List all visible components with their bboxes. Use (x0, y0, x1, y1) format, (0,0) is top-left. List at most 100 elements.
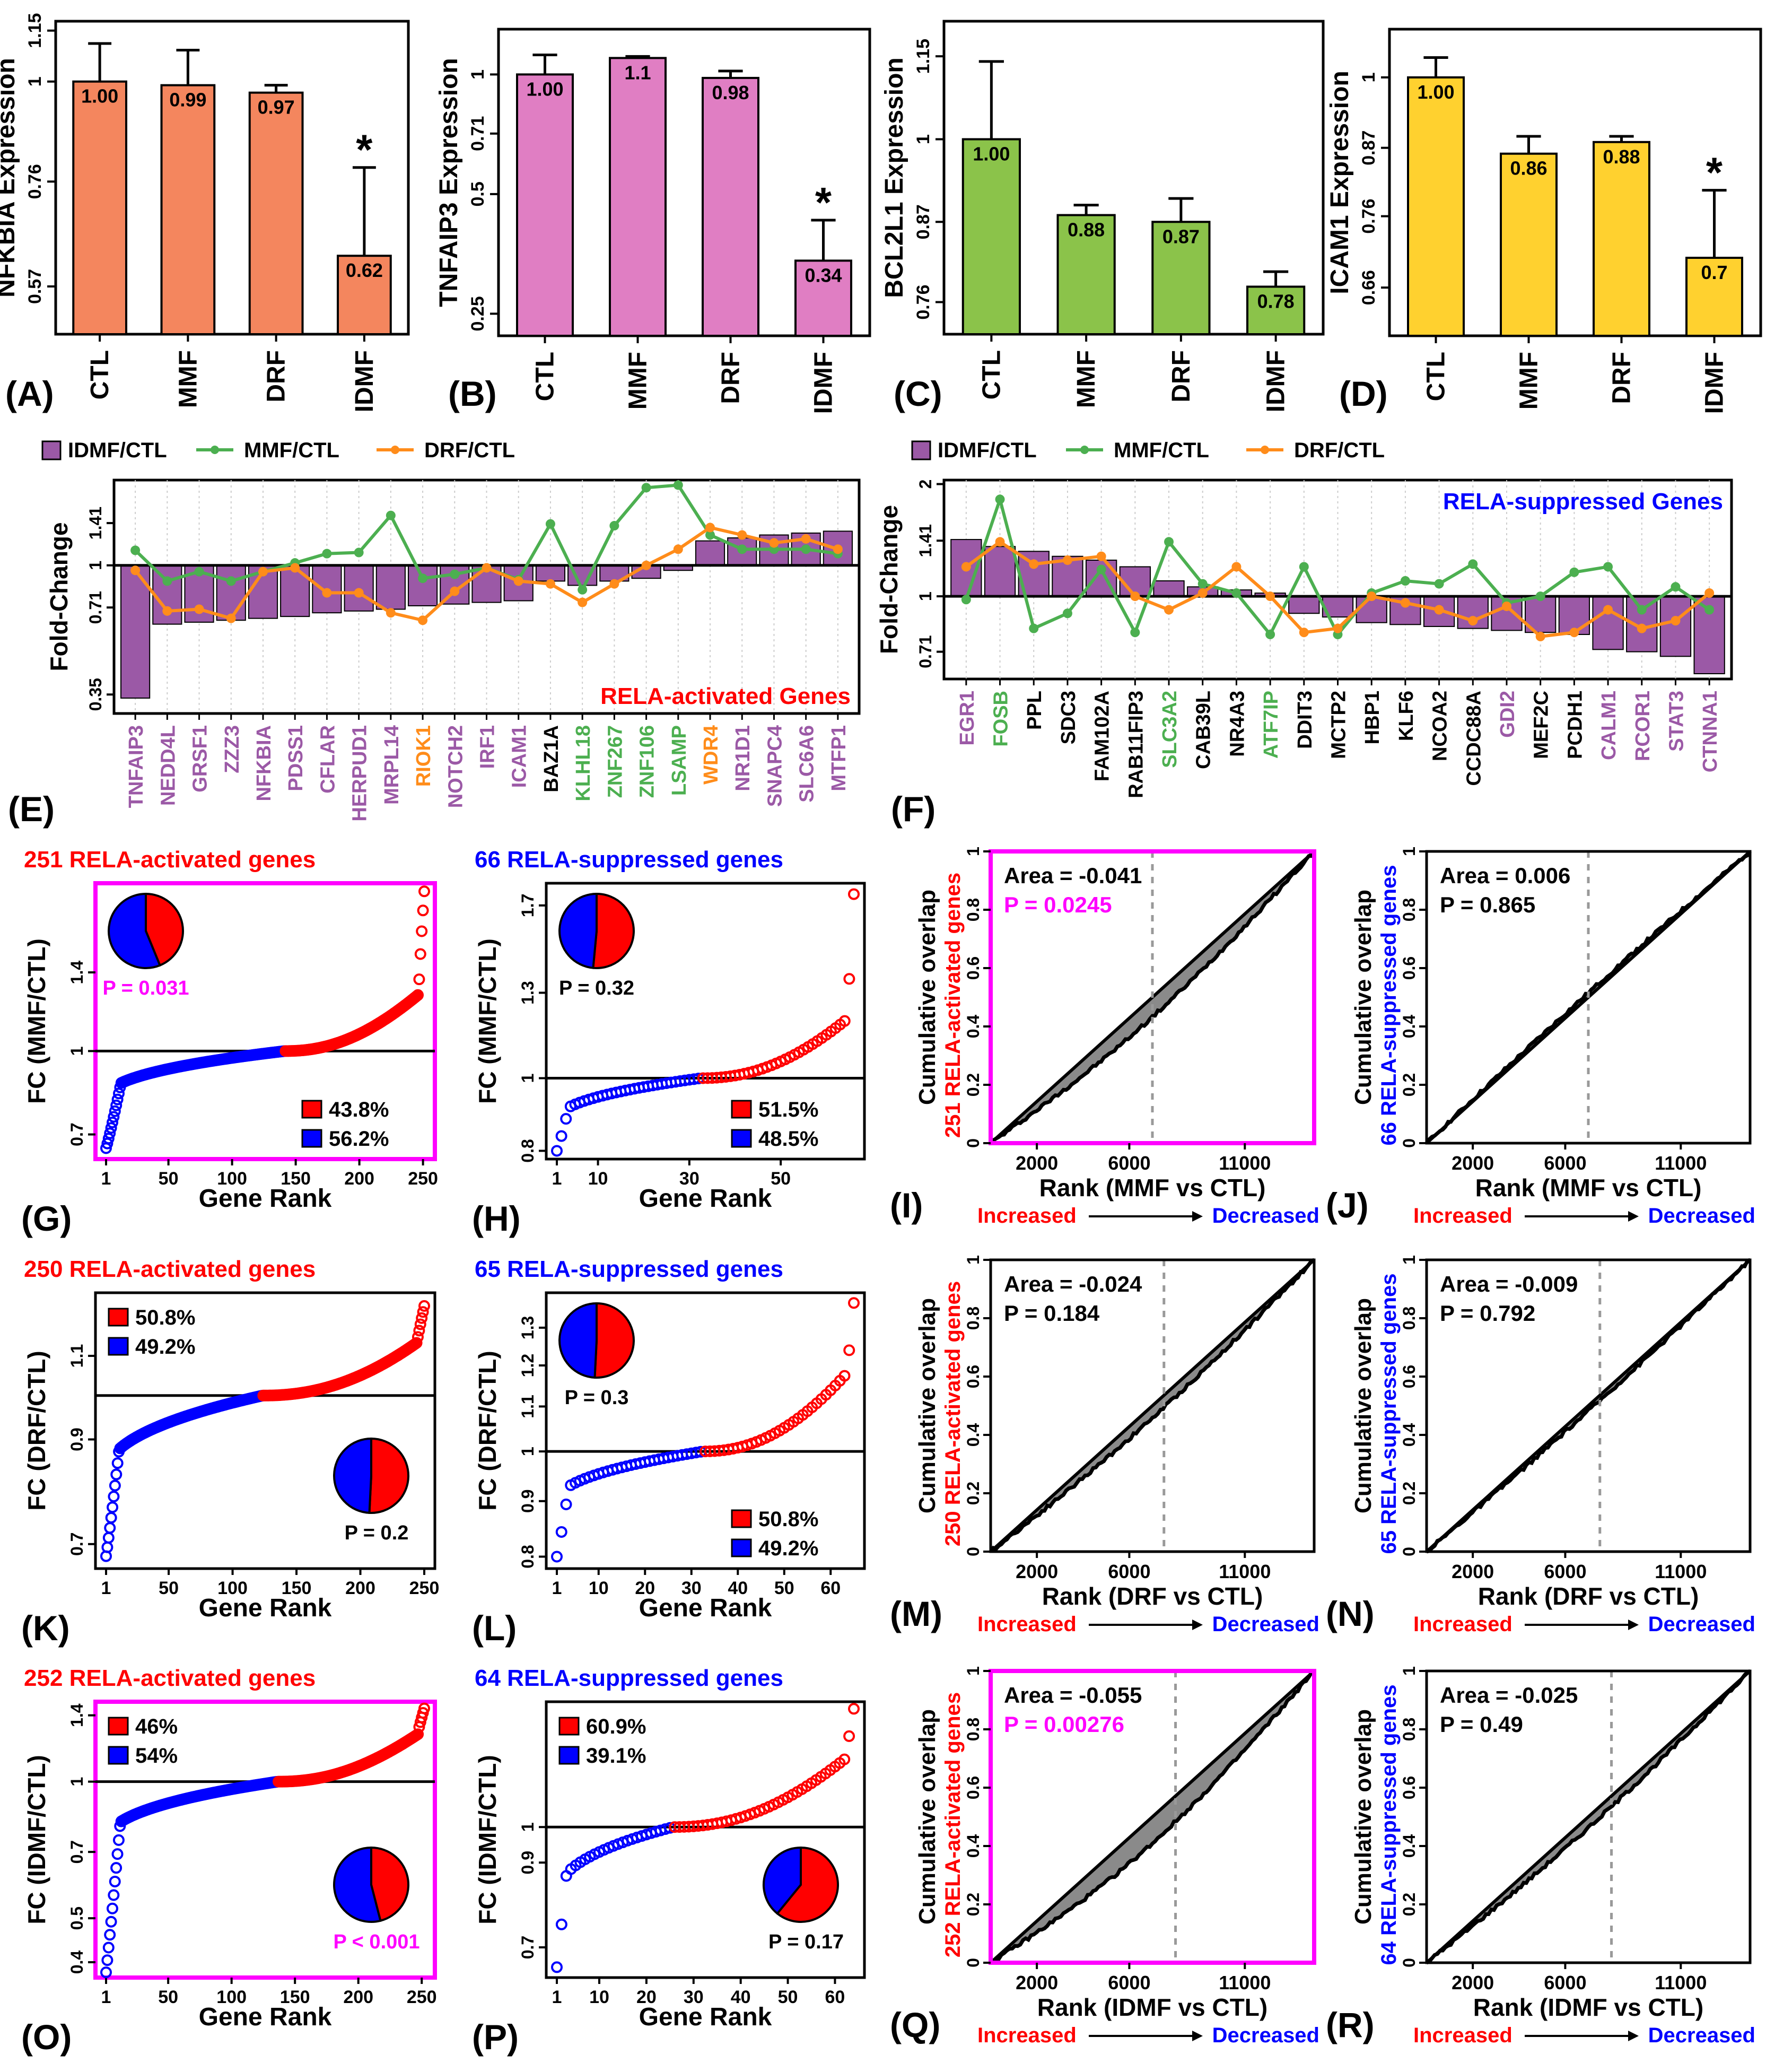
gene-label: MTFP1 (828, 725, 850, 791)
panel-letter: (D) (1339, 374, 1388, 413)
mmf-point (1231, 588, 1242, 598)
legend-label: MMF/CTL (244, 439, 339, 462)
drf-point (194, 604, 204, 614)
y-axis-label: FC (MMF/CTL) (23, 938, 50, 1104)
rank-point (414, 1318, 426, 1330)
decreased-label: Decreased (1648, 1204, 1755, 1227)
y-tick-label: 1 (468, 69, 488, 80)
rank-point (112, 1834, 125, 1846)
y-tick-label: 0.71 (916, 635, 935, 668)
y-axis-label: FC (DRF/CTL) (23, 1351, 50, 1510)
x-tick-label: 2000 (1016, 1561, 1058, 1582)
gene-label: WDR4 (700, 725, 722, 785)
mmf-point (1468, 559, 1478, 569)
y-tick-label: 1 (518, 1074, 537, 1083)
x-tick-label: 50 (774, 1578, 794, 1598)
y-tick-label: 0 (1400, 1138, 1419, 1148)
drf-point (354, 588, 364, 598)
rank-point (551, 1961, 563, 1973)
decreased-label: Decreased (1212, 1204, 1319, 1227)
rank-point (417, 904, 429, 917)
x-axis-label: Rank (DRF vs CTL) (1478, 1582, 1699, 1610)
x-tick-label: 6000 (1544, 1972, 1586, 1993)
category-label: MMF (1515, 352, 1543, 410)
drf-point (386, 608, 396, 618)
rank-point (101, 1954, 113, 1966)
bar-value-label: 0.99 (169, 89, 206, 111)
y-tick-label: 0 (964, 1138, 983, 1148)
y-tick-label: 1 (25, 76, 45, 86)
y-axis-label: Cumulative overlap (1350, 1298, 1376, 1513)
x-tick-label: 250 (409, 1578, 440, 1598)
x-axis-label: Gene Rank (199, 1185, 332, 1213)
gene-label: NCOA2 (1429, 691, 1452, 761)
mmf-point (1265, 630, 1275, 640)
p-value: P = 0.031 (102, 977, 189, 999)
drf-point (705, 523, 715, 533)
legend-swatch-idmf (911, 440, 931, 460)
gene-label: SLC3A2 (1159, 691, 1181, 768)
mmf-point (1096, 564, 1106, 574)
y-axis-sublabel: 65 RELA-suppressed genes (1377, 1273, 1401, 1554)
drf-point (450, 586, 460, 596)
category-label: IDMF (1262, 350, 1290, 412)
rank-point (838, 1753, 851, 1765)
y-tick-label: 0 (1400, 1958, 1419, 1967)
y-tick-label: 0.76 (913, 284, 933, 319)
y-tick-label: 1 (1400, 1255, 1419, 1265)
y-tick-label: 0.6 (1400, 1365, 1419, 1388)
decreased-label: Decreased (1648, 2024, 1755, 2047)
area-value: Area = -0.055 (1004, 1683, 1142, 1708)
y-tick-label: 0.87 (913, 204, 933, 239)
y-tick-label: 0.35 (86, 678, 105, 711)
drf-point (1468, 616, 1478, 626)
gene-label: PCDH1 (1564, 691, 1586, 759)
fold-panel-f: IDMF/CTL MMF/CTL DRF/CTL 0.71 1 1.41 2 Fold-Cha… (875, 439, 1733, 829)
rank-point (108, 1491, 120, 1503)
y-tick-label: 0.6 (964, 1776, 983, 1799)
rank-point (555, 1918, 567, 1930)
gene-label: PPL (1024, 691, 1046, 730)
legend-label: DRF/CTL (424, 439, 515, 462)
y-axis-label: Cumulative overlap (914, 890, 940, 1105)
x-axis-label: Gene Rank (639, 2003, 772, 2031)
mmf-point (450, 569, 460, 579)
y-tick-label: 1 (1359, 72, 1379, 82)
area-value: Area = -0.041 (1004, 863, 1142, 888)
bar-value-label: 1.00 (81, 85, 118, 107)
mmf-point (705, 530, 715, 540)
x-tick-label: 11000 (1219, 1561, 1271, 1582)
legend-label: MMF/CTL (1114, 439, 1209, 462)
gene-label: TNFAIP3 (125, 725, 147, 808)
gene-label: SNAPC4 (764, 725, 786, 807)
y-tick-label: 1 (86, 561, 105, 570)
drf-point (578, 597, 588, 607)
x-tick-label: 10 (588, 1169, 608, 1189)
fold-bar (1659, 596, 1692, 657)
x-tick-label: 40 (731, 1987, 751, 2007)
arrow-head (1628, 2031, 1639, 2041)
drf-point (1029, 559, 1039, 569)
drf-point (737, 530, 747, 540)
gene-label: GDI2 (1497, 691, 1519, 738)
drf-point (1231, 562, 1242, 572)
mmf-point (578, 585, 588, 595)
pie-slice-up (775, 1846, 839, 1923)
x-tick-label: 1 (101, 1578, 111, 1598)
legend-label: DRF/CTL (1294, 439, 1385, 462)
gene-label: ZZZ3 (221, 725, 243, 773)
x-tick-label: 2000 (1452, 1972, 1494, 1993)
plot-border (545, 1700, 866, 1979)
y-tick-label: 1.4 (67, 1703, 86, 1727)
panel-letter: (Q) (890, 2005, 940, 2044)
gene-label: RAB11FIP3 (1125, 691, 1147, 798)
rank-point (107, 1501, 119, 1513)
category-label: DRF (717, 352, 745, 404)
x-tick-label: 1 (101, 1169, 111, 1189)
y-tick-label: 1.3 (518, 1316, 537, 1339)
x-tick-label: 100 (216, 1987, 247, 2007)
gene-label: ICAM1 (509, 725, 531, 788)
y-tick-label: 1 (964, 1666, 983, 1676)
drf-point (1265, 591, 1275, 602)
